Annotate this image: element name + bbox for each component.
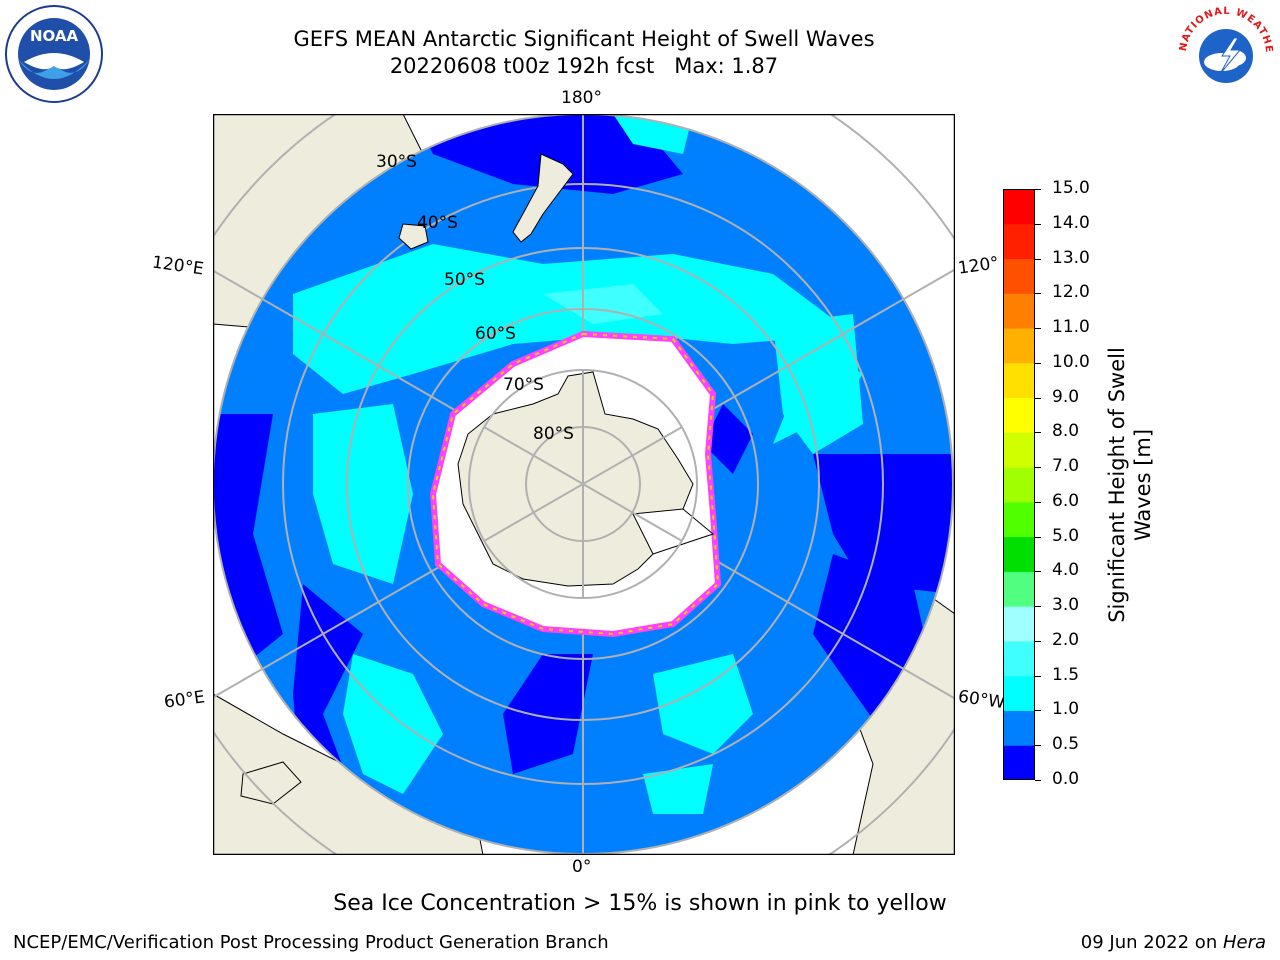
- colorbar-tick-label: 0.0: [1052, 769, 1080, 789]
- colorbar-tick-mark: [1035, 189, 1041, 190]
- colorbar-tick-label: 1.0: [1052, 699, 1080, 720]
- colorbar-tick-label: 3.0: [1052, 595, 1080, 616]
- map-frame: [212, 113, 956, 856]
- colorbar-segment: [1003, 606, 1035, 642]
- colorbar-tick-mark: [1035, 467, 1041, 469]
- colorbar-label-line1: Significant Height of Swell: [1105, 347, 1129, 623]
- colorbar-tick-label: 2.0: [1052, 629, 1080, 650]
- noaa-logo: NOAA: [4, 4, 104, 104]
- colorbar-segment: [1003, 745, 1035, 781]
- sea-ice-edge: [431, 332, 720, 636]
- colorbar-tick-mark: [1035, 606, 1041, 608]
- colorbar-segment: [1003, 571, 1035, 607]
- colorbar-tick-label: 10.0: [1052, 351, 1090, 372]
- ross-ice-shelf: [632, 508, 715, 555]
- colorbar-tick-label: 13.0: [1052, 247, 1090, 268]
- colorbar-tick-mark: [1035, 397, 1041, 399]
- colorbar-tick-mark: [1035, 745, 1041, 747]
- chart-title-line1: GEFS MEAN Antarctic Significant Height o…: [293, 27, 875, 51]
- colorbar-tick-mark: [1035, 780, 1041, 781]
- colorbar-tick-mark: [1035, 571, 1041, 573]
- colorbar-tick-mark: [1035, 501, 1041, 503]
- colorbar-label-line2: Waves [m]: [1131, 428, 1155, 542]
- colorbar-tick-label: 12.0: [1052, 282, 1090, 303]
- lon-label-right-upper: 120°: [956, 253, 1001, 279]
- colorbar-tick-label: 5.0: [1052, 525, 1080, 546]
- lat-label-50s: 50°S: [444, 270, 485, 290]
- lat-label-80s: 80°S: [533, 424, 574, 444]
- lon-label-bottom: 0°: [572, 857, 592, 877]
- lat-label-30s: 30°S: [376, 152, 417, 172]
- lon-label-top: 180°: [561, 88, 602, 108]
- lon-label-left-lower: 60°E: [162, 687, 207, 713]
- footer-branch: NCEP/EMC/Verification Post Processing Pr…: [13, 932, 609, 953]
- colorbar-segment: [1003, 362, 1035, 399]
- colorbar-segment: [1003, 223, 1035, 260]
- lat-label-40s: 40°S: [417, 213, 458, 233]
- colorbar-tick-mark: [1035, 675, 1041, 677]
- sea-ice-note: Sea Ice Concentration > 15% is shown in …: [333, 891, 947, 916]
- colorbar-segment: [1003, 501, 1035, 538]
- colorbar-tick-label: 4.0: [1052, 560, 1080, 581]
- colorbar-tick-mark: [1035, 223, 1041, 225]
- colorbar-tick-label: 0.5: [1052, 734, 1080, 755]
- lat-label-70s: 70°S: [503, 375, 544, 395]
- lat-label-60s: 60°S: [475, 324, 516, 344]
- colorbar-tick-label: 15.0: [1052, 178, 1090, 198]
- noaa-logo-text: NOAA: [30, 27, 79, 45]
- polar-map: [212, 113, 956, 856]
- land-tasmania: [398, 223, 429, 250]
- colorbar-tick-label: 11.0: [1052, 317, 1090, 338]
- colorbar-segment: [1003, 710, 1035, 746]
- colorbar-segment: [1003, 467, 1035, 503]
- colorbar-segment: [1003, 536, 1035, 572]
- colorbar-segment: [1003, 189, 1035, 225]
- chart-title-line2: 20220608 t00z 192h fcst Max: 1.87: [389, 54, 779, 78]
- footer-date-text: 09 Jun 2022 on: [1080, 932, 1223, 953]
- colorbar-tick-mark: [1035, 258, 1041, 260]
- colorbar-tick-mark: [1035, 640, 1041, 642]
- land-new-zealand: [512, 153, 574, 243]
- lon-label-right-lower: 60°W: [956, 686, 1007, 714]
- colorbar-tick-mark: [1035, 328, 1041, 330]
- colorbar-segment: [1003, 432, 1035, 468]
- colorbar-tick-label: 7.0: [1052, 456, 1080, 477]
- land-madagascar: [240, 761, 302, 805]
- colorbar-tick-label: 1.5: [1052, 664, 1080, 685]
- colorbar-tick-label: 6.0: [1052, 490, 1080, 511]
- nws-logo: NATIONAL WEATHER SERVICE: [1172, 0, 1276, 104]
- colorbar-tick-label: 8.0: [1052, 421, 1080, 442]
- colorbar-frame: [1003, 189, 1035, 780]
- colorbar-segment: [1003, 675, 1035, 711]
- footer-date: 09 Jun 2022 on Hera: [1081, 932, 1266, 953]
- colorbar-tick-mark: [1035, 432, 1041, 434]
- colorbar-segment: [1003, 397, 1035, 433]
- colorbar-segment: [1003, 640, 1035, 677]
- colorbar-tick-mark: [1035, 710, 1041, 712]
- colorbar-segment: [1003, 293, 1035, 329]
- colorbar-segment: [1003, 258, 1035, 294]
- colorbar-tick-mark: [1035, 536, 1041, 538]
- colorbar-segment: [1003, 328, 1035, 364]
- colorbar: [1003, 189, 1035, 781]
- colorbar-tick-label: 9.0: [1052, 386, 1080, 407]
- colorbar-tick-mark: [1035, 293, 1041, 295]
- footer-host: Hera: [1222, 932, 1266, 953]
- colorbar-tick-label: 14.0: [1052, 212, 1090, 233]
- colorbar-tick-mark: [1035, 362, 1041, 364]
- colorbar-label: Significant Height of Swell Waves [m]: [1104, 347, 1156, 623]
- lon-label-left-upper: 120°E: [150, 252, 205, 280]
